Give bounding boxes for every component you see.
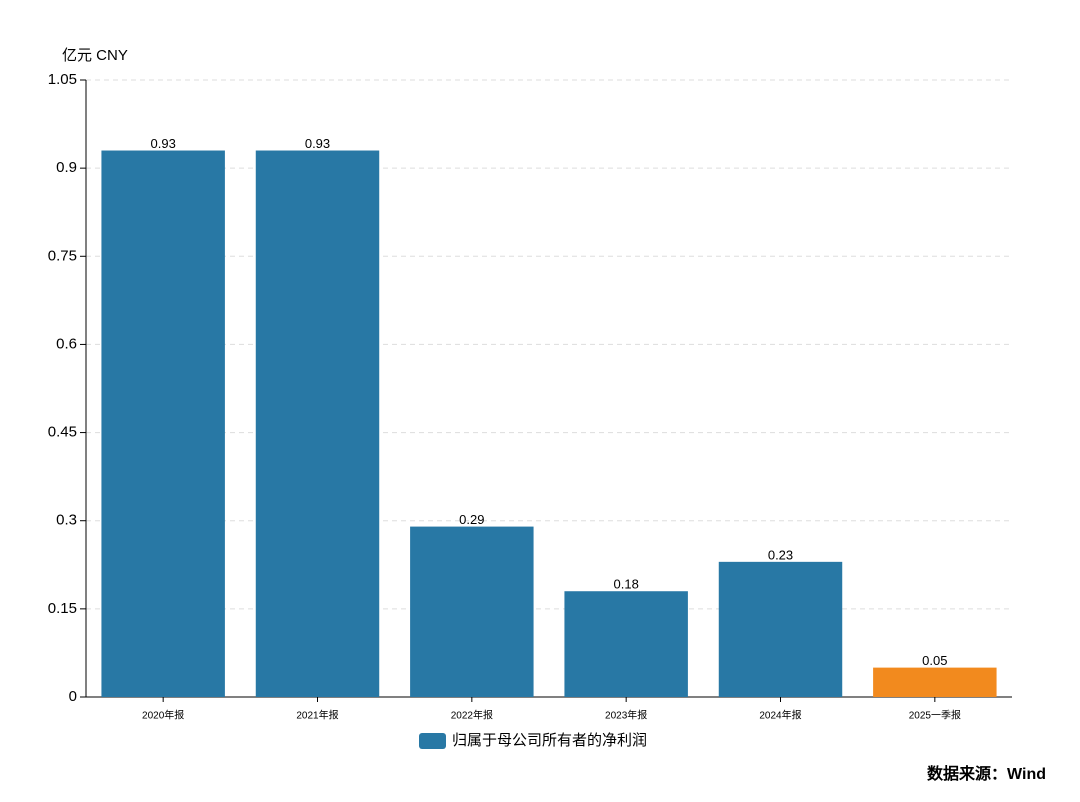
y-tick-label: 1.05 [48, 71, 77, 88]
bar [255, 150, 380, 697]
source-note: 数据来源：Wind [927, 764, 1046, 783]
legend-label: 归属于母公司所有者的净利润 [452, 732, 647, 749]
y-tick-label: 0.75 [48, 247, 77, 264]
data-label: 0.93 [305, 136, 330, 151]
bar [873, 667, 997, 697]
y-tick-label: 0.45 [48, 424, 77, 441]
legend-swatch [419, 733, 446, 749]
x-tick-label: 2022年报 [451, 709, 493, 722]
data-label: 0.05 [922, 653, 947, 668]
bar [101, 150, 225, 697]
y-tick-label: 0 [69, 688, 77, 705]
data-label: 0.18 [614, 577, 639, 592]
y-tick-label: 0.15 [48, 600, 77, 617]
data-label: 0.23 [768, 547, 793, 562]
x-tick-label: 2025一季报 [909, 709, 961, 722]
y-tick-label: 0.3 [56, 512, 77, 529]
bar [718, 561, 843, 697]
x-tick-label: 2020年报 [142, 709, 184, 722]
y-tick-label: 0.6 [56, 335, 77, 352]
data-label: 0.29 [459, 512, 484, 527]
data-label: 0.93 [151, 136, 176, 151]
bar [410, 526, 534, 697]
unit-label: 亿元 CNY [62, 47, 128, 64]
bar [564, 591, 688, 697]
y-tick-label: 0.9 [56, 159, 77, 176]
x-tick-label: 2021年报 [296, 709, 338, 722]
x-tick-label: 2024年报 [759, 709, 801, 722]
x-tick-label: 2023年报 [605, 709, 647, 722]
